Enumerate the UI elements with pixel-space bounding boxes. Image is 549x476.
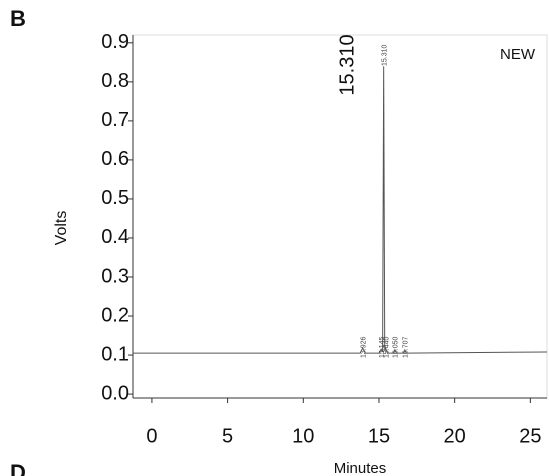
annotation: NEW	[500, 46, 536, 63]
x-tick-label: 0	[146, 425, 157, 447]
y-tick-label: 0.6	[101, 148, 129, 170]
panel-label: D	[10, 460, 26, 476]
peak-label: 16.707	[403, 336, 410, 358]
y-tick-label: 0.9	[101, 31, 129, 53]
y-tick-label: 0.2	[101, 304, 129, 326]
x-axis-label: Minutes	[334, 460, 387, 476]
trace	[133, 66, 548, 354]
y-tick-label: 0.4	[101, 226, 129, 248]
x-tick-label: 5	[222, 425, 233, 447]
y-tick-label: 0.8	[101, 70, 129, 92]
y-tick-label: 0.3	[101, 265, 129, 287]
peak-label: 15.145	[379, 336, 386, 358]
x-tick-label: 25	[519, 425, 541, 447]
y-axis-label: Volts	[53, 211, 70, 246]
x-tick-label: 10	[292, 425, 314, 447]
panel-label: B	[10, 6, 26, 31]
y-tick-label: 0.7	[101, 109, 129, 131]
peak-label: 15.310	[382, 44, 389, 66]
x-tick-label: 20	[444, 425, 466, 447]
peak-label: 13.926	[361, 336, 368, 358]
y-tick-label: 0.1	[101, 343, 129, 365]
y-tick-label: 0.0	[101, 382, 129, 404]
peak-label: 15.440	[383, 336, 390, 358]
y-tick-label: 0.5	[101, 187, 129, 209]
peak-annotation: 15.310	[336, 34, 358, 95]
peak-label: 16.050	[393, 336, 400, 358]
x-tick-label: 15	[368, 425, 390, 447]
